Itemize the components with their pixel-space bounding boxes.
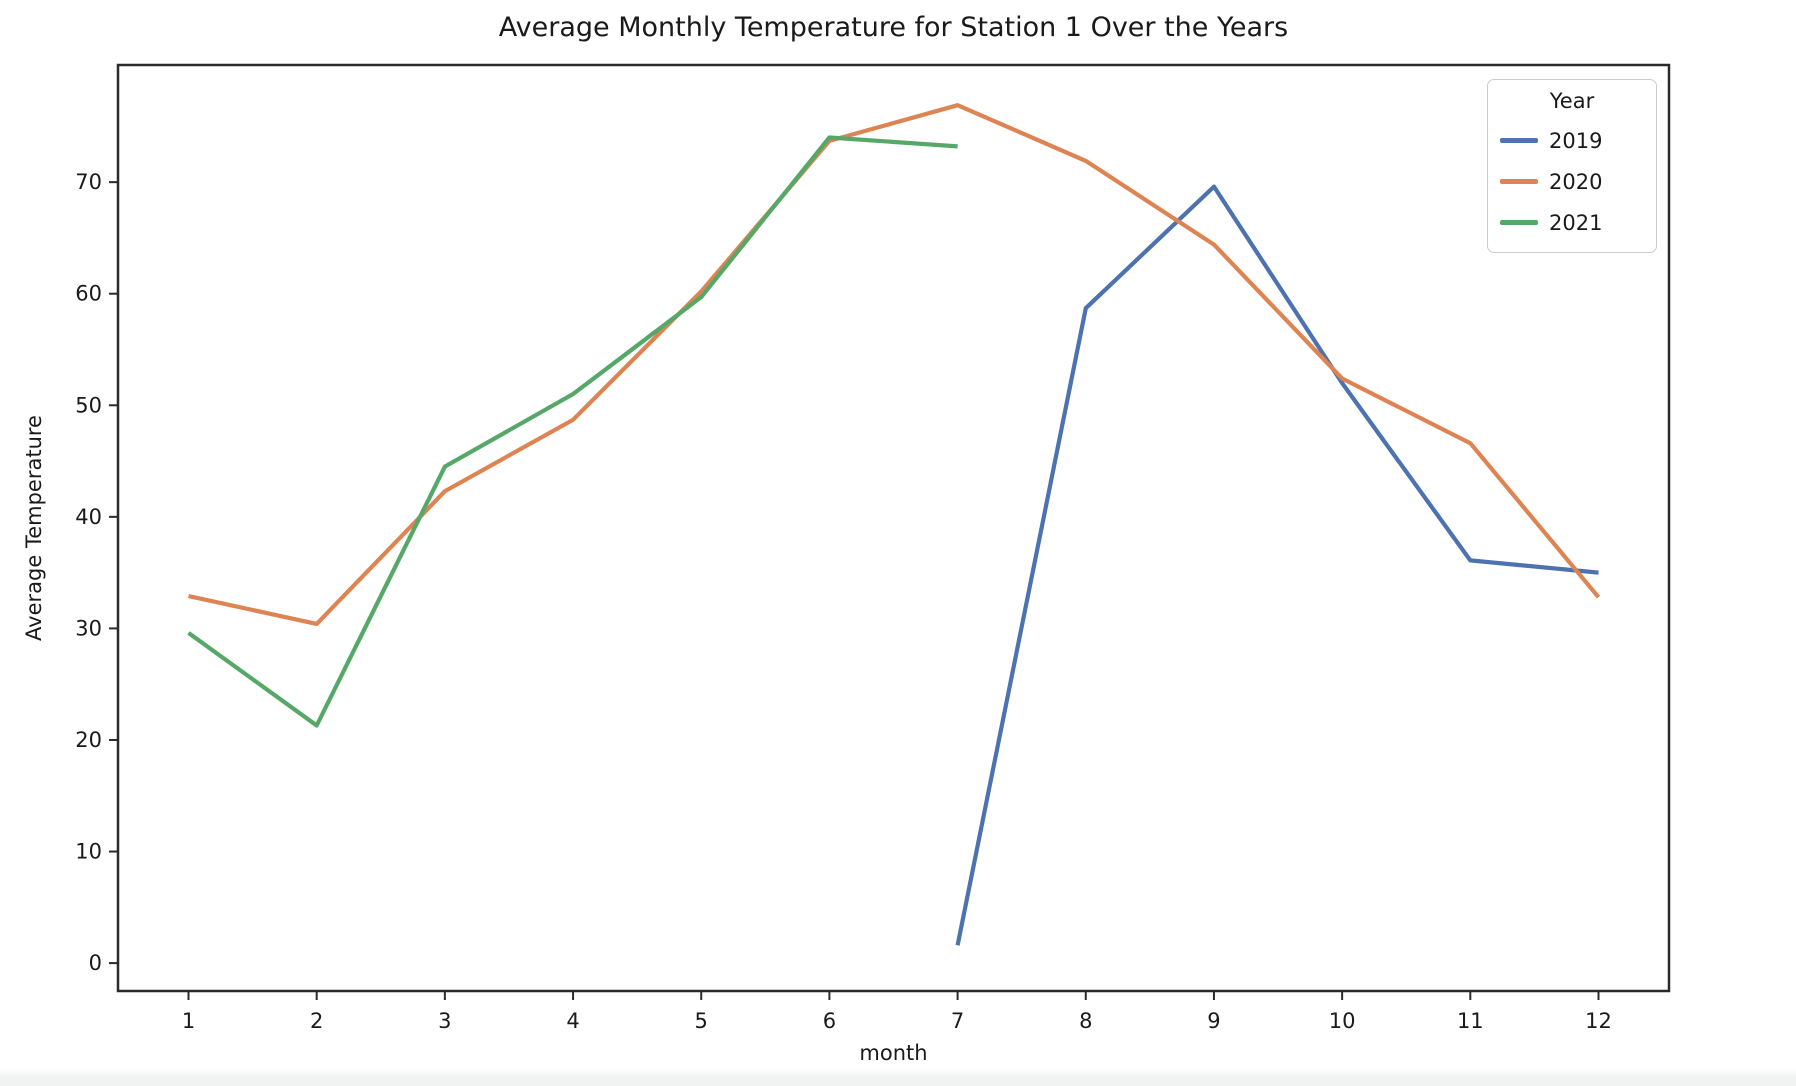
legend-item-2021: 2021	[1488, 202, 1656, 243]
x-tick-label: 5	[695, 1009, 708, 1033]
y-tick-label: 20	[75, 728, 102, 752]
x-tick-label: 8	[1079, 1009, 1092, 1033]
x-tick-label: 12	[1585, 1009, 1612, 1033]
chart-title: Average Monthly Temperature for Station …	[498, 12, 1289, 43]
legend-line-swatch-2020	[1500, 179, 1538, 184]
y-tick-label: 0	[89, 951, 102, 975]
y-tick-label: 30	[75, 616, 102, 640]
legend-title: Year	[1549, 89, 1595, 113]
series-line-2021	[187, 135, 958, 728]
y-tick-label: 10	[75, 840, 102, 864]
x-tick-label: 3	[438, 1009, 451, 1033]
legend-item-2020: 2020	[1488, 161, 1656, 202]
x-tick-label: 6	[823, 1009, 836, 1033]
legend-item-label: 2019	[1549, 128, 1603, 153]
y-tick-label: 40	[75, 505, 102, 529]
y-tick-label: 70	[75, 170, 102, 194]
y-tick-label: 60	[75, 282, 102, 306]
plot-border	[116, 63, 1671, 993]
legend-line-swatch-2021	[1500, 220, 1538, 225]
legend-item-2019: 2019	[1488, 120, 1656, 161]
x-tick-label: 1	[182, 1009, 195, 1033]
x-axis-label: month	[859, 1041, 928, 1065]
series-line-2019	[955, 184, 1599, 946]
x-tick-label: 10	[1329, 1009, 1356, 1033]
legend-line-swatch-2019	[1500, 138, 1538, 143]
y-tick-label: 50	[75, 393, 102, 417]
legend-item-label: 2020	[1549, 169, 1603, 194]
series-line-2020	[188, 103, 1601, 627]
x-tick-label: 4	[566, 1009, 579, 1033]
x-tick-label: 7	[951, 1009, 964, 1033]
x-tick-label: 2	[310, 1009, 323, 1033]
window-bottom-edge	[0, 1068, 1796, 1086]
legend: Year 2019 2020 2021	[1487, 79, 1657, 253]
x-tick-label: 9	[1207, 1009, 1220, 1033]
x-tick-label: 11	[1457, 1009, 1484, 1033]
legend-item-label: 2021	[1549, 210, 1603, 235]
